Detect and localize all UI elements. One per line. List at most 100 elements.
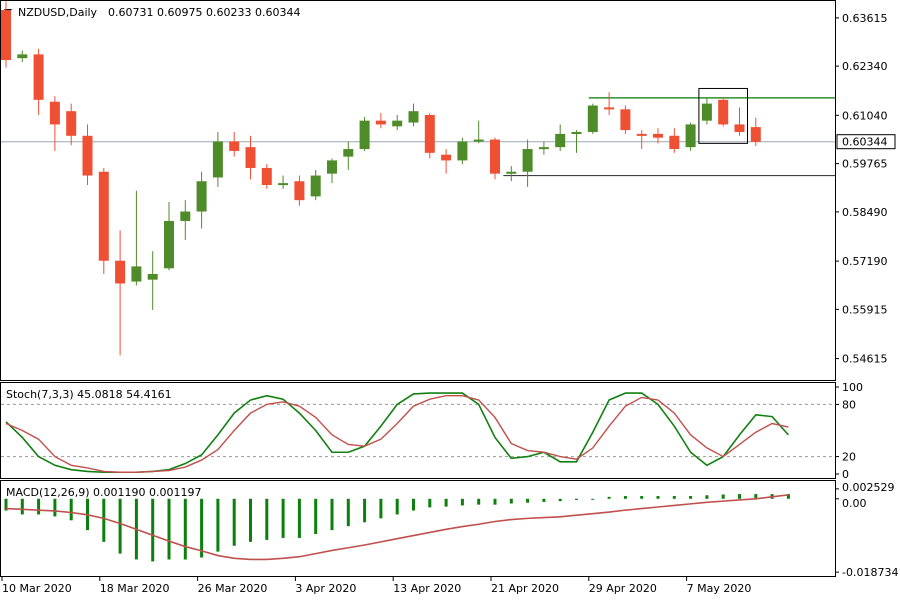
candle xyxy=(82,124,93,186)
macd-axis: 0.002529 0.00 -0.018734 xyxy=(835,481,898,579)
price-tick-label: 0.55915 xyxy=(842,303,888,316)
candle xyxy=(555,124,566,151)
date-tick-label: 3 Apr 2020 xyxy=(295,582,356,595)
current-price-box xyxy=(836,134,896,150)
candle xyxy=(538,141,549,155)
macd-histogram-bar xyxy=(363,498,367,523)
macd-histogram-bar xyxy=(477,498,481,505)
macd-histogram-bar xyxy=(623,496,627,499)
macd-panel-frame xyxy=(0,480,836,577)
macd-histogram-bar xyxy=(232,498,236,546)
date-tick-label: 7 May 2020 xyxy=(687,582,752,595)
macd-histogram-bar xyxy=(542,498,546,502)
symbol-label: NZDUSD,Daily xyxy=(18,6,98,19)
candle-body xyxy=(164,220,174,269)
candle xyxy=(261,164,272,189)
candle-body xyxy=(294,181,305,201)
current-price-label: 0.60344 xyxy=(842,136,888,149)
candle-body xyxy=(147,273,158,280)
stochastic-tick-label: 20 xyxy=(842,451,856,464)
candle-body xyxy=(196,181,207,212)
candle-body xyxy=(522,149,533,172)
stochastic-lines xyxy=(5,392,789,474)
macd-signal-line xyxy=(5,494,789,561)
price-tick-label: 0.58490 xyxy=(842,206,888,219)
candle-body xyxy=(473,139,484,142)
highlight-box xyxy=(698,87,749,144)
candles xyxy=(1,1,761,356)
candle-body xyxy=(278,183,289,186)
macd-histogram-bar xyxy=(69,498,73,521)
macd-histogram-bar xyxy=(526,498,530,503)
candle xyxy=(424,113,435,159)
candle xyxy=(294,175,305,206)
candle xyxy=(49,96,60,151)
candle xyxy=(375,113,386,129)
macd-histogram-bar xyxy=(444,498,448,507)
candle xyxy=(441,149,452,174)
macd-histogram-bar xyxy=(53,498,57,517)
macd-histogram-bar xyxy=(167,498,171,560)
candle-body xyxy=(327,160,337,174)
candle-body xyxy=(115,260,126,284)
candle-body xyxy=(131,266,142,282)
macd-tick-label: -0.018734 xyxy=(842,566,898,579)
candle-body xyxy=(229,141,240,151)
macd-histogram-bar xyxy=(200,498,204,558)
candle xyxy=(636,130,647,150)
price-axis: 0.63615 0.62340 0.61040 0.59765 0.58490 0.571… xyxy=(835,12,888,366)
candle xyxy=(701,97,712,125)
candle xyxy=(620,105,631,134)
candle xyxy=(164,202,174,271)
candle xyxy=(66,103,77,146)
stochastic-signal-line xyxy=(5,395,789,473)
candle xyxy=(685,122,696,151)
candle xyxy=(571,130,582,153)
candle xyxy=(734,107,745,136)
candle-body xyxy=(17,54,28,59)
candle-body xyxy=(49,101,60,125)
ohlc-values: 0.60731 0.60975 0.60233 0.60344 xyxy=(108,6,300,19)
candle-body xyxy=(261,167,272,186)
candle xyxy=(718,97,729,127)
macd-histogram-bar xyxy=(151,498,155,562)
candle xyxy=(196,171,207,229)
candle-body xyxy=(33,54,44,100)
stochastic-tick-label: 80 xyxy=(842,398,856,411)
macd-histogram-bar xyxy=(118,498,122,554)
candle-body xyxy=(538,147,549,150)
candle xyxy=(17,50,28,62)
candle xyxy=(408,103,419,127)
price-tick-label: 0.63615 xyxy=(842,12,888,25)
candle-body xyxy=(1,10,11,61)
date-tick-label: 21 Apr 2020 xyxy=(491,582,559,595)
macd-histogram-bar xyxy=(493,498,497,505)
candle xyxy=(750,117,761,147)
macd-tick-label: 0.00 xyxy=(842,497,867,510)
macd-histogram-bar xyxy=(4,498,8,511)
candle-body xyxy=(653,133,663,138)
candle xyxy=(506,166,517,182)
macd-histogram-bar xyxy=(346,498,350,527)
price-tick-label: 0.59765 xyxy=(842,158,888,171)
price-tick-label: 0.57190 xyxy=(842,255,888,268)
date-tick-label: 18 Mar 2020 xyxy=(100,582,170,595)
candle-body xyxy=(457,141,468,161)
candle xyxy=(98,167,109,274)
candle xyxy=(457,137,468,165)
date-tick-label: 13 Apr 2020 xyxy=(393,582,461,595)
macd-histogram-bar xyxy=(412,498,415,511)
macd-histogram-bar xyxy=(102,498,106,542)
candle-body xyxy=(506,171,517,174)
candle xyxy=(310,169,321,201)
candle-body xyxy=(359,120,370,150)
macd-histogram-bar xyxy=(216,498,220,552)
macd-histogram-bar xyxy=(249,498,252,542)
stochastic-panel-frame xyxy=(0,382,836,479)
stochastic-axis: 100 80 20 0 xyxy=(835,381,863,481)
candle xyxy=(343,141,354,170)
macd-histogram-bar xyxy=(786,494,790,499)
macd-histogram-bar xyxy=(379,498,383,519)
macd-signal-polyline xyxy=(5,494,789,561)
